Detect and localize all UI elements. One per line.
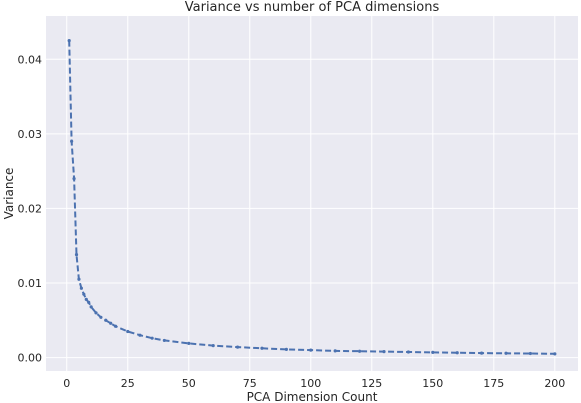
y-tick-label: 0.00 — [18, 352, 43, 365]
data-point — [99, 315, 103, 319]
data-point — [553, 352, 557, 356]
x-tick-label: 50 — [182, 377, 196, 390]
data-point — [309, 348, 313, 352]
data-point — [72, 176, 76, 181]
x-axis-label: PCA Dimension Count — [247, 390, 378, 403]
data-point — [528, 351, 533, 356]
data-point — [84, 297, 88, 302]
x-tick-label: 200 — [544, 377, 565, 390]
data-point — [260, 346, 264, 350]
y-axis-ticks: 0.00 0.01 0.02 0.03 0.04 — [18, 53, 43, 364]
x-tick-label: 0 — [63, 377, 70, 390]
data-point — [333, 349, 337, 353]
data-point — [150, 336, 154, 340]
y-tick-label: 0.01 — [18, 277, 43, 290]
data-point — [211, 344, 215, 348]
y-axis-label: Variance — [2, 168, 16, 220]
data-point — [284, 347, 288, 351]
data-point — [382, 350, 386, 354]
data-point — [113, 324, 118, 328]
x-tick-label: 175 — [483, 377, 504, 390]
data-point — [504, 351, 508, 355]
data-point — [67, 39, 71, 43]
data-point — [109, 321, 113, 325]
x-tick-label: 75 — [243, 377, 257, 390]
data-point — [126, 329, 130, 334]
data-point — [79, 286, 83, 290]
grid-lines — [46, 16, 578, 371]
y-tick-label: 0.02 — [18, 202, 43, 215]
y-tick-label: 0.03 — [18, 128, 43, 141]
y-tick-label: 0.04 — [18, 53, 43, 66]
data-point — [94, 311, 98, 315]
data-point — [357, 349, 362, 353]
x-tick-label: 150 — [422, 377, 443, 390]
data-point — [89, 305, 93, 309]
data-point — [162, 338, 166, 343]
data-point — [104, 318, 108, 322]
data-point — [431, 350, 435, 354]
data-point — [187, 341, 191, 346]
data-point — [77, 277, 81, 281]
data-point — [82, 292, 86, 296]
data-point — [87, 300, 91, 304]
chart-title: Variance vs number of PCA dimensions — [185, 0, 440, 15]
x-tick-label: 125 — [361, 377, 382, 390]
x-tick-label: 25 — [121, 377, 135, 390]
data-point — [480, 351, 484, 355]
x-tick-label: 100 — [300, 377, 321, 390]
data-point — [74, 253, 79, 257]
data-point — [235, 345, 240, 349]
series-group — [67, 39, 557, 356]
data-point — [70, 139, 74, 143]
plot-area — [46, 16, 578, 371]
x-axis-ticks: 0 25 50 75 100 125 150 175 200 — [63, 377, 565, 390]
data-point — [406, 350, 410, 354]
series-line — [68, 40, 555, 355]
data-point — [138, 333, 142, 337]
data-point — [455, 351, 459, 355]
